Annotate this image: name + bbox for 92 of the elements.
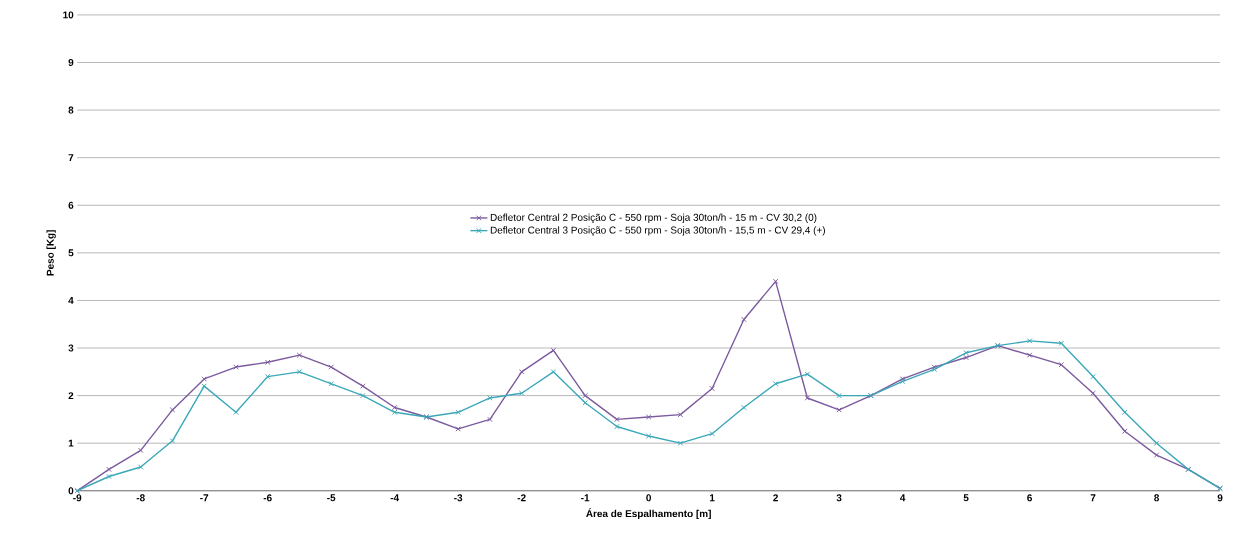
y-tick-label: 5 (68, 249, 74, 257)
y-tick-label: 2 (68, 392, 74, 400)
x-tick-label: -3 (454, 494, 463, 502)
legend-label: Defletor Central 2 Posição C - 550 rpm - Soja 30ton/h - 15 m - CV 30,2 (0) (490, 213, 817, 224)
y-tick-label: 7 (68, 154, 74, 162)
point (1090, 374, 1096, 380)
y-axis-title: Peso [Kg] (46, 230, 56, 276)
y-tick-label: 4 (68, 297, 74, 305)
point (836, 393, 842, 399)
point (518, 369, 525, 375)
y-tick-label: 1 (68, 439, 74, 447)
point (963, 350, 969, 356)
point (645, 433, 652, 440)
point (296, 369, 303, 375)
point (677, 412, 684, 418)
point (455, 409, 461, 416)
x-tick-label: 3 (836, 494, 842, 502)
point (1090, 390, 1096, 397)
point (741, 316, 747, 323)
point (264, 359, 271, 366)
point (264, 374, 271, 380)
point (772, 381, 779, 387)
x-tick-label: 4 (899, 494, 906, 502)
point (360, 393, 366, 399)
x-tick-label: 6 (1027, 494, 1032, 502)
point (804, 395, 811, 401)
point (772, 278, 779, 285)
point (963, 355, 969, 361)
x-tick-label: -4 (390, 494, 400, 502)
point (836, 407, 842, 413)
x-tick-label: 0 (646, 494, 652, 502)
x-tick-label: 2 (773, 494, 778, 502)
point (201, 376, 207, 382)
legend-label: Defletor Central 3 Posição C - 550 rpm - Soja 30ton/h - 15,5 m - CV 29,4 (+) (490, 226, 825, 236)
point (487, 395, 493, 401)
x-tick-label: 1 (709, 494, 715, 502)
point (1058, 362, 1065, 368)
point (550, 369, 557, 375)
point (106, 473, 112, 480)
x-tick-label: -5 (327, 494, 336, 502)
x-tick-label: -2 (517, 494, 526, 502)
point (1122, 428, 1128, 435)
x-tick-label: 8 (1154, 494, 1160, 502)
y-tick-label: 8 (68, 106, 74, 114)
point (804, 371, 811, 378)
point (1058, 340, 1065, 347)
x-axis-title: Área de Espalhamento [m] (586, 508, 711, 520)
point (328, 381, 334, 387)
y-tick-label: 0 (68, 487, 74, 495)
point (709, 431, 715, 437)
x-tick-label: 9 (1217, 494, 1223, 502)
x-tick-label: 5 (963, 494, 969, 502)
point (645, 414, 652, 420)
point (360, 383, 366, 390)
point (614, 416, 620, 423)
point (518, 390, 525, 397)
point (1122, 409, 1128, 416)
point (169, 438, 176, 444)
point (233, 409, 239, 416)
x-tick-label: -9 (73, 494, 82, 502)
x-tick-label: 7 (1090, 494, 1096, 502)
point (1026, 352, 1033, 359)
point (169, 407, 176, 413)
point (614, 424, 620, 430)
point (709, 385, 715, 392)
point (328, 364, 334, 371)
y-tick-label: 9 (68, 59, 74, 67)
y-tick-label: 10 (63, 11, 74, 19)
point (296, 352, 303, 359)
point (233, 364, 239, 371)
point (1153, 452, 1160, 459)
point (487, 416, 493, 423)
point (582, 400, 588, 406)
y-tick-label: 3 (68, 344, 74, 352)
point (741, 404, 747, 411)
point (137, 447, 144, 454)
y-tick-label: 6 (68, 201, 74, 209)
point (677, 440, 684, 447)
point (1026, 338, 1033, 344)
point (106, 466, 112, 473)
point (455, 426, 461, 432)
point (201, 383, 207, 390)
point (582, 393, 588, 399)
point (391, 409, 398, 416)
point (1153, 440, 1160, 447)
x-tick-label: -8 (136, 494, 145, 502)
x-tick-label: -7 (200, 494, 209, 502)
point (137, 464, 144, 470)
x-tick-label: -6 (263, 494, 272, 502)
point (391, 404, 398, 411)
x-tick-label: -1 (581, 494, 590, 502)
point (550, 347, 557, 354)
